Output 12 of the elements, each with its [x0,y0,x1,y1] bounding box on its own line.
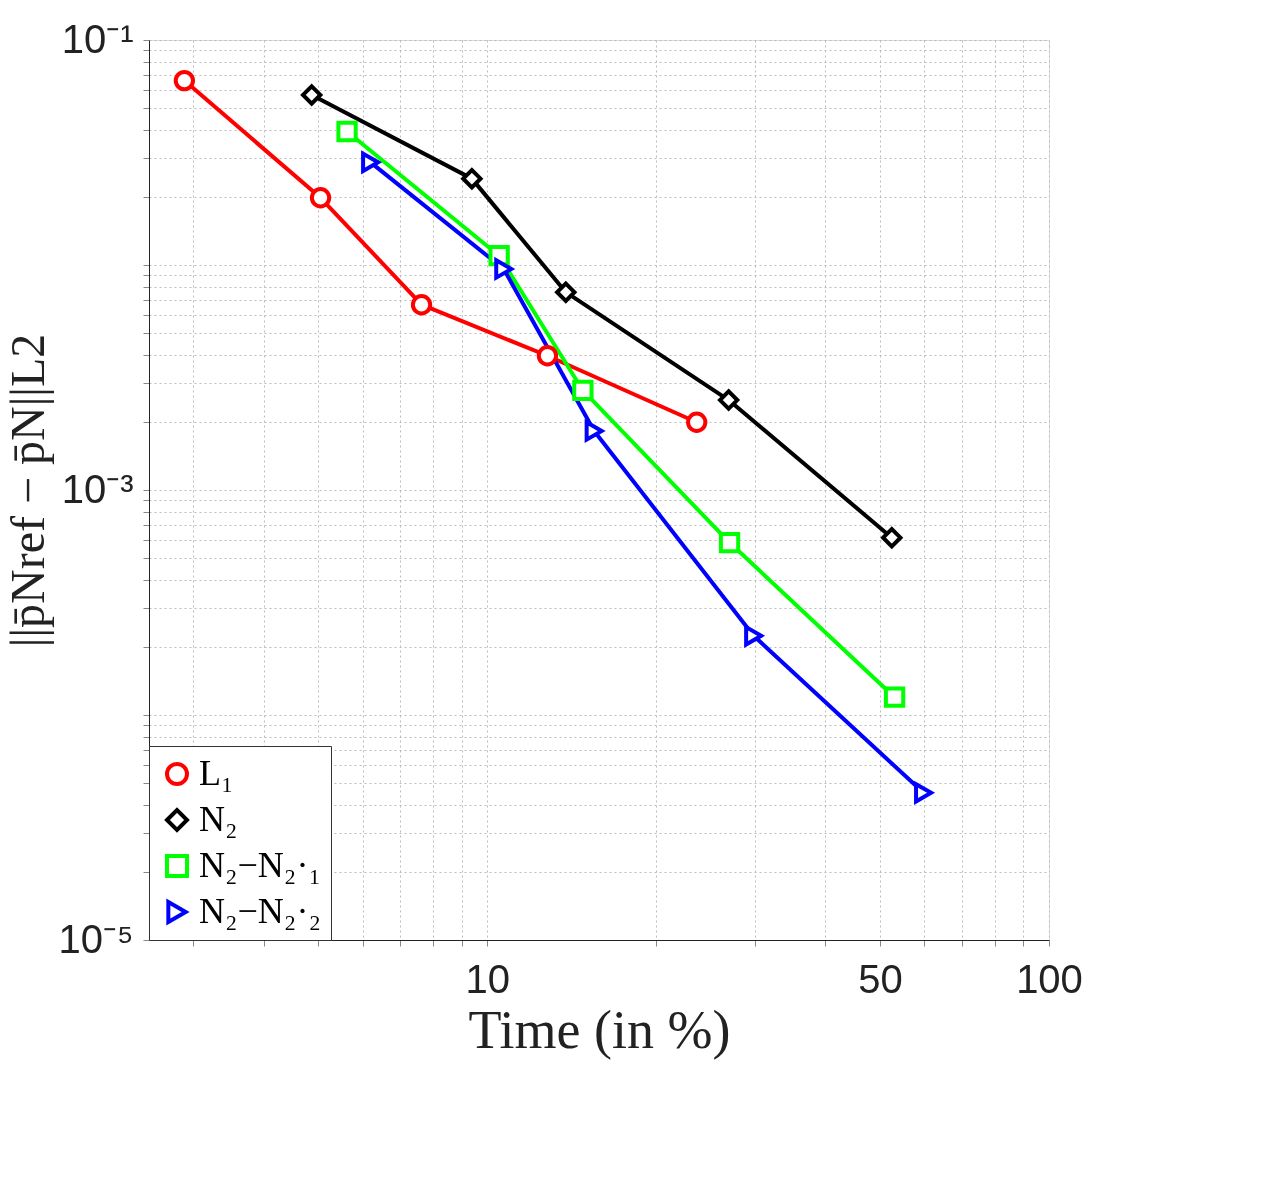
y-tick-label: 10⁻⁵ [58,916,134,961]
legend-label: L₁ [199,753,234,793]
legend-label: N₂−N₂·₁ [199,845,321,885]
x-tick-label: 10 [465,956,510,1001]
x-axis-title: Time (in %) [468,999,731,1060]
legend-label: N₂−N₂·₂ [199,891,321,931]
x-tick-label: 100 [1016,956,1083,1001]
legend-label: N₂ [199,799,238,839]
y-tick-label: 10⁻³ [61,466,134,511]
y-tick-label: 10⁻¹ [61,16,134,61]
y-axis-title: ||p̄Nref − p̄N||L2 [1,333,55,648]
x-tick-label: 50 [858,956,903,1001]
